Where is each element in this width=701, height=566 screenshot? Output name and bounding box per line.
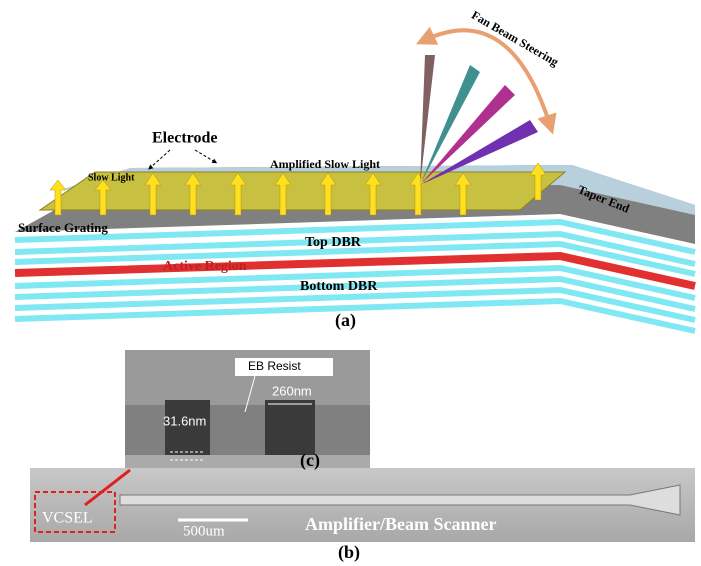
panel-a: Fan Beam Steering Electrode Slow Light A… [15,8,695,331]
caption-a: (a) [335,310,356,331]
substrate [125,455,370,468]
scanner: Amplifier/Beam Scanner [305,514,496,534]
caption-c: (c) [300,450,320,471]
slow-light: Slow Light [88,172,135,183]
pointer [150,150,170,168]
caption-b: (b) [338,542,360,563]
top-dbr: Top DBR [305,235,362,250]
active-region: Active Region [163,259,247,274]
vcsel: VCSEL [42,510,93,527]
bottom-dbr: Bottom DBR [300,279,378,294]
surface-grating: Surface Grating [18,220,108,235]
scale: 500um [183,523,225,539]
electrode-label: Electrode [152,130,217,147]
amplified: Amplified Slow Light [270,157,380,171]
beam-label: Fan Beam Steering [469,8,561,69]
eb-resist: EB Resist [248,359,301,373]
pointer [195,150,215,162]
width: 260nm [272,383,312,398]
depth: 31.6nm [163,413,206,428]
panel-b: VCSEL 500um Amplifier/Beam Scanner (b) [30,468,695,563]
figure: Fan Beam Steering Electrode Slow Light A… [0,0,701,566]
panel-c: EB Resist 260nm 31.6nm (c) [125,350,370,471]
trench [265,400,315,455]
